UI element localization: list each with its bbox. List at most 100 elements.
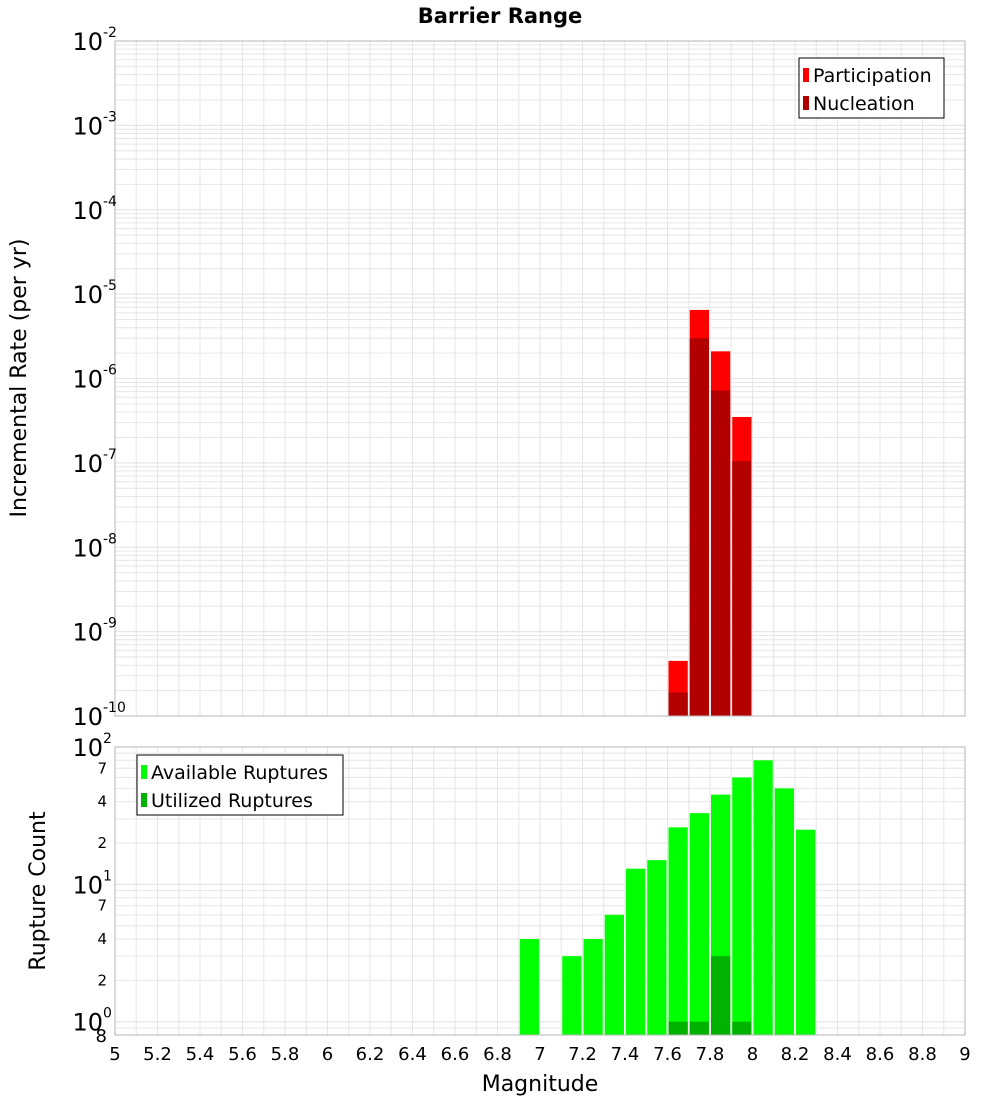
available-ruptures-bar — [519, 939, 539, 1035]
nucleation-bar — [732, 461, 752, 716]
x-tick-label: 8 — [747, 1044, 758, 1065]
x-tick-label: 7.2 — [568, 1044, 597, 1065]
x-tick-label: 6.6 — [441, 1044, 470, 1065]
x-tick-label: 5.2 — [143, 1044, 172, 1065]
available-ruptures-bar — [689, 813, 709, 1035]
rate-y-tick-exponent: -5 — [103, 278, 117, 294]
utilized-ruptures-bar — [711, 956, 731, 1035]
rate-legend-swatch — [803, 96, 809, 110]
utilized-ruptures-bar — [689, 1021, 709, 1035]
count-y-tick-label: 10 0 — [72, 1006, 111, 1037]
rate-y-tick-base: 10 — [72, 281, 103, 309]
count-y-tick-base: 10 — [72, 1009, 103, 1037]
bar-layer — [519, 309, 816, 1035]
available-ruptures-bar — [626, 868, 646, 1035]
rate-y-tick-base: 10 — [72, 703, 103, 731]
x-axis-label: Magnitude — [482, 1072, 599, 1097]
x-tick-label: 5.4 — [186, 1044, 215, 1065]
rate-y-tick-label: 10 -6 — [72, 363, 117, 394]
count-y-minor-tick-label: 8 — [96, 1026, 107, 1047]
chart-title: Barrier Range — [418, 4, 583, 28]
count-y-minor-tick-label: 2 — [97, 834, 107, 852]
count-y-tick-label: 10 1 — [72, 868, 111, 899]
axis-layer: 5 5.2 5.4 5.6 5.8 6 6.2 6.4 6.6 6.8 7 7.2 7.4 7.6 7.8 8… — [72, 25, 970, 1065]
available-ruptures-bar — [604, 914, 624, 1035]
rate-y-tick-exponent: -10 — [103, 700, 126, 716]
utilized-ruptures-bar — [668, 1021, 688, 1035]
x-tick-label: 8.8 — [908, 1044, 937, 1065]
rate-y-tick-label: 10 -8 — [72, 531, 117, 562]
rate-y-tick-exponent: -9 — [103, 616, 117, 632]
rate-legend: Participation Nucleation — [798, 57, 945, 119]
count-legend: Available Ruptures Utilized Ruptures — [136, 754, 344, 816]
rate-y-tick-label: 10 -3 — [72, 109, 117, 140]
x-tick-label: 9 — [959, 1044, 970, 1065]
available-ruptures-bar — [796, 829, 816, 1035]
rate-y-tick-exponent: -8 — [103, 531, 117, 547]
available-ruptures-bar — [583, 939, 603, 1035]
x-tick-label: 8.6 — [866, 1044, 895, 1065]
x-tick-label: 6 — [322, 1044, 333, 1065]
rate-y-tick-label: 10 -5 — [72, 278, 117, 309]
rate-y-tick-label: 10 -4 — [72, 194, 117, 225]
count-y-minor-tick-label: 4 — [97, 793, 107, 811]
available-ruptures-bar — [668, 827, 688, 1035]
available-ruptures-bar — [753, 760, 773, 1035]
rate-y-tick-label: 10 -9 — [72, 616, 117, 647]
x-tick-label: 6.8 — [483, 1044, 512, 1065]
rate-y-tick-base: 10 — [72, 450, 103, 478]
rate-y-tick-exponent: -3 — [103, 109, 117, 125]
count-legend-swatch — [141, 765, 147, 779]
count-legend-label: Available Ruptures — [151, 762, 328, 784]
count-y-tick-exponent: 0 — [103, 1006, 112, 1022]
rate-y-tick-base: 10 — [72, 112, 103, 140]
count-legend-swatch — [141, 793, 147, 807]
available-ruptures-bar — [774, 788, 794, 1035]
count-y-tick-base: 10 — [72, 871, 103, 899]
count-y-minor-tick-label: 7 — [97, 759, 107, 777]
rate-y-tick-exponent: -6 — [103, 363, 117, 379]
rate-y-tick-exponent: -4 — [103, 194, 117, 210]
x-tick-label: 5 — [109, 1044, 120, 1065]
rate-y-axis-label: Incremental Rate (per yr) — [7, 239, 32, 518]
x-tick-label: 6.2 — [356, 1044, 385, 1065]
x-tick-label: 6.4 — [398, 1044, 427, 1065]
available-ruptures-bar — [647, 860, 667, 1035]
nucleation-bar — [668, 692, 688, 716]
x-tick-label: 8.2 — [781, 1044, 810, 1065]
rate-legend-box — [798, 57, 945, 119]
rate-legend-label: Nucleation — [813, 93, 915, 115]
x-tick-label: 5.8 — [271, 1044, 300, 1065]
utilized-ruptures-bar — [732, 1021, 752, 1035]
rate-legend-label: Participation — [813, 65, 932, 87]
rate-y-tick-exponent: -7 — [103, 447, 117, 463]
count-y-tick-exponent: 2 — [103, 731, 112, 747]
x-tick-label: 8.4 — [823, 1044, 852, 1065]
rate-plot-frame — [114, 40, 966, 717]
x-tick-label: 7.6 — [653, 1044, 682, 1065]
count-y-tick-exponent: 1 — [103, 868, 112, 884]
count-y-tick-base: 10 — [72, 734, 103, 762]
x-tick-label: 7.8 — [696, 1044, 725, 1065]
rate-y-tick-exponent: -2 — [103, 25, 117, 41]
rate-y-tick-base: 10 — [72, 28, 103, 56]
rate-y-tick-base: 10 — [72, 197, 103, 225]
rate-y-tick-base: 10 — [72, 619, 103, 647]
rate-y-tick-label: 10 -2 — [72, 25, 117, 56]
count-y-minor-tick-label: 2 — [97, 971, 107, 989]
nucleation-bar — [711, 390, 731, 716]
count-y-tick-label: 10 2 — [72, 731, 111, 762]
rate-legend-swatch — [803, 68, 809, 82]
rate-y-tick-base: 10 — [72, 534, 103, 562]
rate-y-tick-label: 10 -7 — [72, 447, 117, 478]
count-y-axis-label: Rupture Count — [26, 811, 51, 971]
grid-layer — [114, 40, 966, 1036]
nucleation-bar — [689, 338, 709, 716]
x-tick-label: 7 — [534, 1044, 545, 1065]
rate-y-tick-base: 10 — [72, 366, 103, 394]
x-tick-label: 7.4 — [611, 1044, 640, 1065]
count-plot-frame — [114, 746, 966, 1036]
available-ruptures-bar — [732, 777, 752, 1035]
